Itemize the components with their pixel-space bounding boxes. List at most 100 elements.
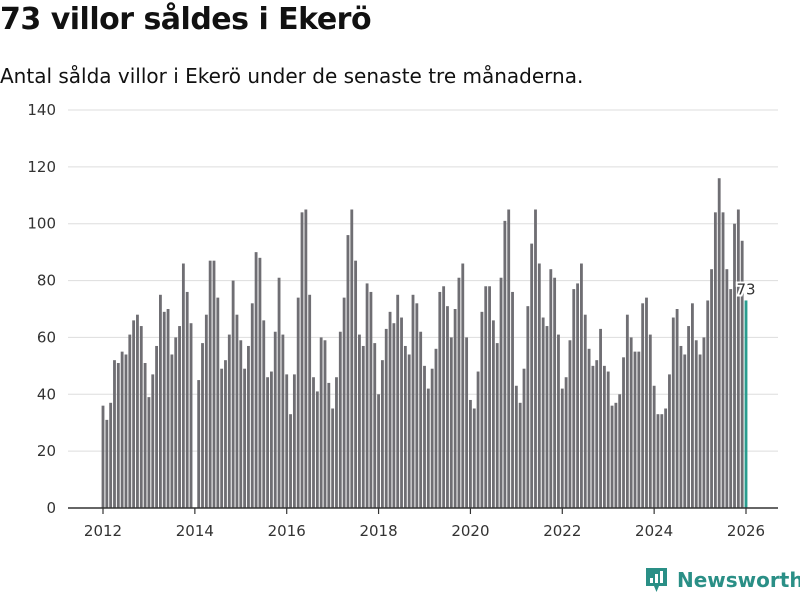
bar — [392, 323, 396, 508]
bar — [189, 323, 193, 508]
bar — [358, 334, 361, 508]
bar — [327, 382, 331, 508]
bar — [132, 320, 136, 508]
brand-logo: Newsworthy — [644, 566, 800, 594]
bar — [488, 286, 491, 508]
bar — [116, 363, 120, 508]
bar — [105, 419, 109, 508]
bar — [430, 368, 434, 508]
bar — [683, 354, 687, 508]
bar — [576, 283, 580, 508]
bar — [507, 209, 511, 508]
x-tick-label: 2018 — [359, 522, 397, 540]
bar — [694, 340, 698, 508]
bar — [572, 289, 576, 508]
y-tick-label: 80 — [37, 272, 56, 290]
bar — [185, 291, 189, 508]
bar — [224, 360, 227, 508]
bar — [289, 414, 292, 508]
bar — [323, 340, 327, 508]
bar — [208, 260, 212, 508]
bar — [415, 303, 419, 508]
bar — [388, 311, 392, 508]
bar — [511, 291, 514, 508]
bar — [281, 334, 285, 508]
bar — [308, 294, 312, 508]
bar — [679, 345, 683, 508]
bar — [465, 337, 469, 508]
bar — [204, 314, 208, 508]
bar — [522, 368, 526, 508]
y-tick-label: 100 — [27, 215, 56, 233]
bar — [147, 397, 151, 508]
gridlines: 0 20 40 60 80 100 120 140 — [27, 101, 778, 517]
bar — [396, 294, 400, 508]
y-tick-label: 120 — [27, 158, 56, 176]
bar — [499, 277, 503, 508]
bar — [637, 351, 641, 508]
x-tick-label: 2020 — [451, 522, 489, 540]
bar — [625, 314, 629, 508]
bar — [476, 371, 480, 508]
chart-subtitle: Antal sålda villor i Ekerö under de sena… — [0, 64, 584, 88]
y-tick-label: 140 — [27, 101, 56, 119]
bar — [660, 414, 664, 508]
chart-title: 73 villor såldes i Ekerö — [0, 2, 372, 37]
data-labels: 73 — [734, 278, 757, 300]
bar — [143, 363, 147, 508]
bar — [580, 263, 583, 508]
bar — [560, 388, 564, 508]
bar — [553, 277, 557, 508]
bar — [698, 354, 702, 508]
bar — [235, 314, 239, 508]
bar — [269, 371, 273, 508]
bar — [687, 326, 691, 508]
bar — [136, 314, 139, 508]
bar — [350, 209, 354, 508]
bar — [247, 345, 250, 508]
bar — [675, 309, 679, 508]
x-tick-label: 2022 — [543, 522, 581, 540]
bar — [495, 343, 499, 508]
bar — [549, 269, 553, 508]
bar — [564, 377, 568, 508]
bar — [423, 365, 426, 508]
bar — [702, 337, 706, 508]
bar — [568, 340, 572, 508]
bar — [338, 331, 342, 508]
bar — [277, 277, 281, 508]
bar — [109, 402, 113, 508]
bar — [312, 377, 315, 508]
y-tick-label: 0 — [46, 499, 56, 517]
bar — [518, 402, 522, 508]
bar — [128, 334, 132, 508]
x-tick-label: 2026 — [727, 522, 765, 540]
bar — [717, 178, 721, 509]
bar — [449, 337, 453, 508]
bar — [434, 348, 438, 508]
bar — [243, 368, 247, 508]
bar — [618, 394, 622, 508]
bar — [178, 326, 181, 508]
bar — [461, 263, 465, 508]
bar — [227, 334, 231, 508]
bar — [258, 257, 262, 508]
bar — [606, 371, 610, 508]
bar — [170, 354, 174, 508]
bar — [725, 269, 729, 508]
bar — [101, 405, 105, 508]
bar — [369, 291, 373, 508]
bar — [315, 391, 319, 508]
data-label-latest: 73 — [736, 280, 755, 298]
bar — [266, 377, 269, 508]
bar — [591, 365, 595, 508]
bar — [484, 286, 488, 508]
bar — [304, 209, 308, 508]
bar — [250, 303, 254, 508]
bar — [710, 269, 713, 508]
bar — [220, 368, 224, 508]
bar — [729, 289, 733, 508]
bar — [652, 385, 656, 508]
bar — [602, 365, 606, 508]
